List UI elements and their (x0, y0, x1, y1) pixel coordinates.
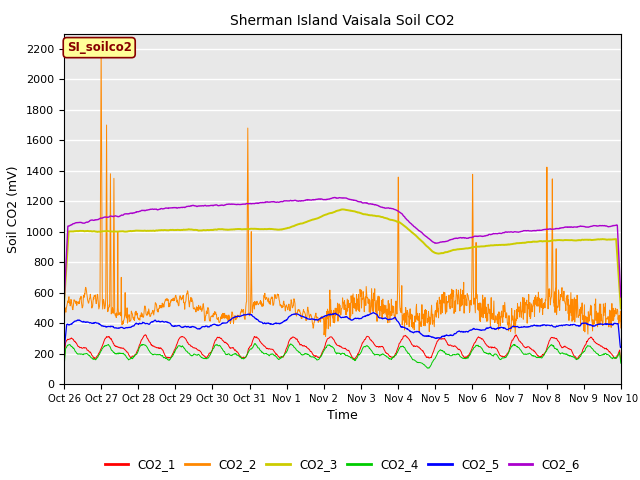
CO2_3 (246, 226, 254, 232)
CO2_5 (246, 312, 254, 317)
CO2_5 (184, 324, 191, 329)
CO2_2 (429, 318, 437, 324)
CO2_3 (502, 242, 509, 248)
CO2_5 (502, 326, 509, 332)
CO2_1 (502, 352, 509, 358)
Line: CO2_1: CO2_1 (64, 335, 621, 361)
CO2_2 (60, 340, 68, 346)
Line: CO2_3: CO2_3 (64, 209, 621, 309)
CO2_5 (170, 323, 178, 329)
CO2_6 (184, 204, 191, 209)
CO2_5 (369, 310, 377, 315)
CO2_3 (551, 238, 559, 243)
CO2_3 (184, 227, 191, 232)
CO2_1 (184, 341, 192, 347)
CO2_1 (429, 349, 437, 355)
CO2_1 (551, 336, 559, 341)
CO2_5 (429, 334, 437, 340)
CO2_3 (429, 249, 437, 255)
CO2_3 (60, 302, 68, 308)
Line: CO2_2: CO2_2 (64, 49, 621, 343)
CO2_2 (97, 46, 105, 52)
CO2_6 (246, 201, 254, 206)
X-axis label: Time: Time (327, 409, 358, 422)
CO2_3 (170, 227, 178, 233)
CO2_6 (331, 194, 339, 200)
Legend: CO2_1, CO2_2, CO2_3, CO2_4, CO2_5, CO2_6: CO2_1, CO2_2, CO2_3, CO2_4, CO2_5, CO2_6 (100, 453, 585, 475)
Line: CO2_6: CO2_6 (64, 197, 621, 305)
CO2_4 (170, 349, 178, 355)
CO2_2 (184, 291, 192, 297)
CO2_2 (617, 325, 625, 331)
Line: CO2_4: CO2_4 (64, 344, 621, 368)
CO2_2 (502, 315, 509, 321)
CO2_1 (617, 358, 625, 364)
CO2_6 (617, 294, 625, 300)
CO2_2 (551, 310, 559, 315)
CO2_6 (170, 204, 178, 210)
CO2_6 (502, 229, 509, 235)
CO2_1 (246, 343, 254, 348)
Title: Sherman Island Vaisala Soil CO2: Sherman Island Vaisala Soil CO2 (230, 14, 454, 28)
CO2_3 (338, 206, 346, 212)
CO2_2 (171, 297, 179, 303)
CO2_4 (60, 363, 68, 369)
CO2_4 (552, 346, 559, 351)
CO2_1 (60, 358, 68, 364)
CO2_6 (551, 226, 559, 232)
CO2_4 (425, 365, 433, 371)
CO2_4 (429, 358, 437, 363)
CO2_2 (246, 310, 254, 316)
CO2_3 (617, 306, 625, 312)
CO2_1 (171, 347, 179, 352)
CO2_6 (429, 239, 437, 245)
CO2_5 (60, 345, 68, 350)
CO2_4 (246, 347, 254, 352)
CO2_5 (551, 324, 559, 330)
CO2_6 (60, 302, 68, 308)
Line: CO2_5: CO2_5 (64, 312, 621, 348)
CO2_4 (184, 350, 191, 356)
CO2_5 (617, 345, 625, 350)
CO2_4 (502, 354, 510, 360)
Text: SI_soilco2: SI_soilco2 (67, 41, 132, 54)
Y-axis label: Soil CO2 (mV): Soil CO2 (mV) (8, 165, 20, 252)
CO2_4 (251, 341, 259, 347)
CO2_4 (617, 360, 625, 366)
CO2_1 (141, 332, 149, 337)
